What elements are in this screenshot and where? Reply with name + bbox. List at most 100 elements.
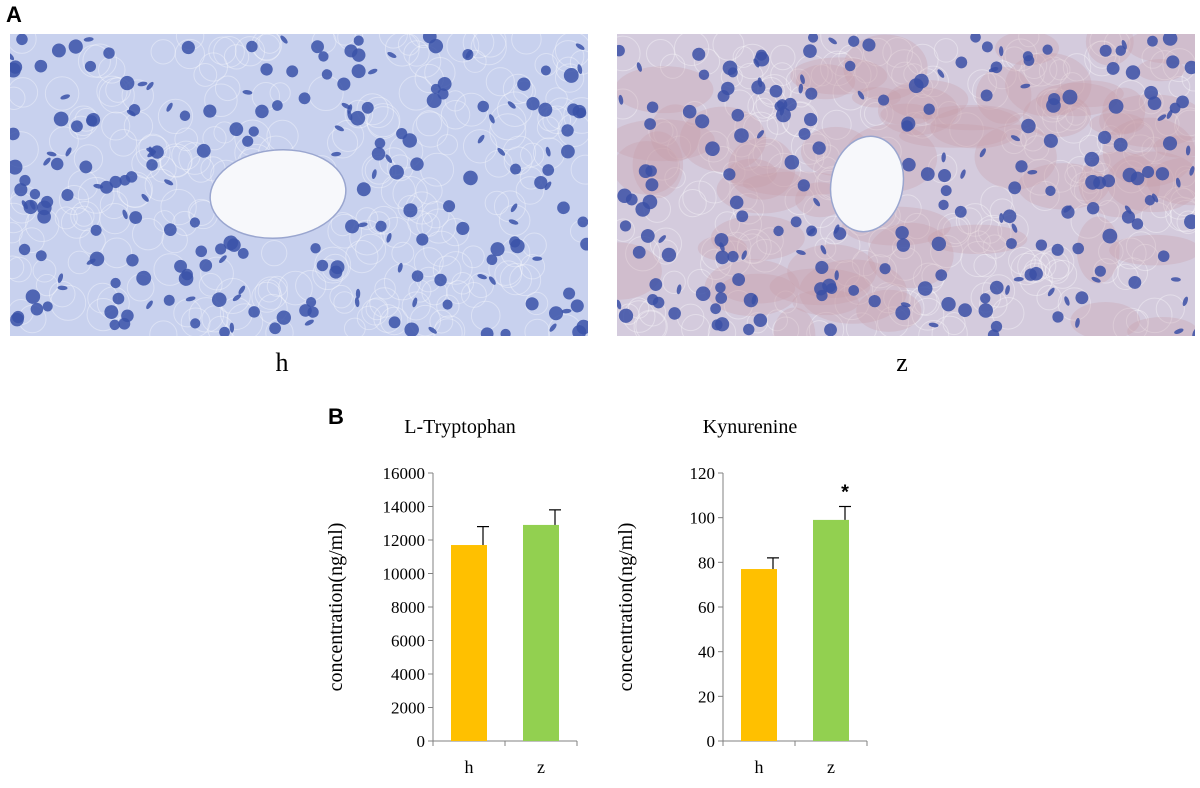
cell-nucleus — [577, 64, 583, 75]
cell-membrane — [554, 34, 588, 68]
cell-nucleus — [219, 326, 230, 336]
cell-nucleus — [695, 286, 711, 301]
cell-nucleus — [826, 283, 838, 294]
cell-nucleus — [920, 167, 935, 181]
cell-nucleus — [10, 159, 23, 175]
cell-membrane — [401, 291, 431, 321]
cell-nucleus — [790, 216, 802, 228]
cell-nucleus — [848, 35, 860, 47]
cell-membrane — [35, 273, 59, 297]
cell-membrane — [1048, 259, 1078, 289]
cell-membrane — [488, 251, 523, 286]
cell-nucleus — [1175, 177, 1181, 188]
cell-nucleus — [618, 94, 624, 105]
cell-nucleus — [164, 179, 174, 186]
cell-membrane — [10, 202, 29, 234]
stain-patch — [1089, 112, 1145, 135]
cell-nucleus — [371, 147, 386, 161]
stain-patch — [787, 244, 877, 299]
cell-nucleus — [1162, 34, 1178, 46]
cell-nucleus — [146, 81, 154, 91]
cell-membrane — [77, 176, 115, 214]
cell-membrane — [365, 297, 389, 321]
cell-membrane — [223, 44, 250, 70]
cell-nucleus — [141, 193, 149, 202]
cell-membrane — [421, 208, 457, 244]
stain-patch — [617, 66, 714, 114]
cell-nucleus — [526, 97, 540, 111]
cell-membrane — [736, 62, 764, 90]
cell-membrane — [436, 294, 460, 318]
cell-nucleus — [1115, 45, 1126, 56]
cell-nucleus — [310, 243, 321, 254]
cell-nucleus — [931, 236, 947, 252]
cell-membrane — [109, 128, 138, 157]
cell-nucleus — [645, 178, 659, 192]
cell-nucleus — [646, 101, 659, 113]
cell-nucleus — [576, 319, 588, 335]
cell-nucleus — [1113, 137, 1128, 152]
chart-kynurenine-plot: concentration(ng/ml) 0 20 40 60 80 100 120 h * z — [615, 464, 868, 777]
cell-membrane — [446, 280, 471, 305]
micrograph-z — [617, 34, 1195, 336]
cell-nucleus — [189, 217, 200, 228]
cell-membrane — [774, 290, 798, 314]
cell-membrane — [409, 304, 441, 336]
bar-h — [741, 569, 777, 741]
cell-membrane — [86, 297, 120, 332]
cell-nucleus — [351, 64, 366, 79]
cell-nucleus — [1013, 277, 1024, 282]
cell-nucleus — [806, 225, 818, 237]
cell-nucleus — [776, 107, 791, 123]
cell-nucleus — [122, 209, 128, 220]
stain-patch — [974, 124, 1057, 190]
cell-nucleus — [796, 249, 806, 255]
cell-nucleus — [437, 77, 452, 91]
cell-nucleus — [617, 188, 632, 204]
y-tick-label: 8000 — [391, 598, 425, 617]
cell-nucleus — [89, 251, 105, 267]
cell-nucleus — [463, 170, 478, 186]
cell-membrane — [635, 310, 667, 336]
cell-nucleus — [286, 65, 299, 78]
cell-nucleus — [987, 329, 1000, 336]
cell-nucleus — [517, 77, 531, 91]
cell-membrane — [678, 189, 707, 218]
cell-nucleus — [1108, 99, 1124, 114]
cell-membrane — [851, 249, 879, 277]
cell-nucleus — [955, 56, 968, 69]
cell-nucleus — [644, 118, 656, 130]
cell-nucleus — [510, 238, 525, 254]
y-tick-label: 2000 — [391, 699, 425, 718]
cell-membrane — [756, 227, 784, 255]
cell-membrane — [70, 200, 101, 232]
cell-nucleus — [879, 263, 891, 275]
cell-nucleus — [219, 255, 227, 264]
cell-membrane — [489, 113, 527, 151]
cell-nucleus — [741, 250, 747, 260]
cell-membrane — [101, 111, 131, 141]
cell-nucleus — [65, 147, 72, 157]
cell-membrane — [569, 49, 588, 75]
cell-membrane — [178, 142, 212, 175]
cell-nucleus — [321, 69, 333, 80]
micrograph-h-label: h — [275, 348, 289, 377]
cell-nucleus — [636, 62, 642, 72]
y-tick-label: 16000 — [383, 464, 426, 483]
stain-patch — [899, 123, 1007, 148]
cell-nucleus — [941, 296, 956, 312]
cell-nucleus — [150, 145, 164, 159]
cell-membrane — [1112, 307, 1149, 336]
cell-membrane — [331, 119, 365, 152]
cell-membrane — [949, 112, 984, 147]
cell-nucleus — [112, 292, 125, 305]
cell-membrane — [877, 306, 909, 336]
cell-nucleus — [682, 104, 697, 119]
cell-membrane — [131, 218, 165, 251]
cell-membrane — [503, 146, 533, 176]
cell-nucleus — [824, 323, 837, 336]
cell-membrane — [667, 135, 692, 160]
cell-nucleus — [1176, 95, 1189, 109]
cell-membrane — [391, 241, 415, 265]
cell-nucleus — [1130, 171, 1145, 186]
